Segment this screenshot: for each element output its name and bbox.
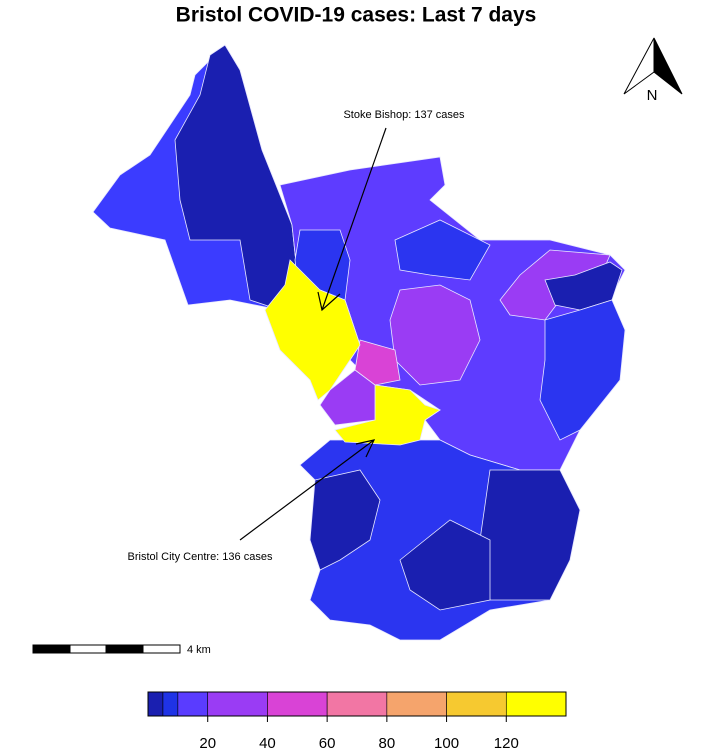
legend-bin bbox=[207, 691, 268, 717]
north-arrow-right bbox=[653, 37, 683, 95]
scale-label: 4 km bbox=[187, 644, 211, 656]
legend-tick-label: 60 bbox=[319, 735, 336, 752]
ward bbox=[174, 44, 301, 311]
scale-bar: 4 km bbox=[32, 644, 211, 656]
title: Bristol COVID-19 cases: Last 7 days bbox=[176, 4, 537, 27]
ward bbox=[544, 261, 623, 311]
annotation-arrow bbox=[239, 439, 375, 541]
ward bbox=[389, 284, 481, 386]
legend-bin bbox=[386, 691, 447, 717]
ward bbox=[539, 299, 626, 441]
arrow-head bbox=[317, 291, 341, 312]
legend: 20 40 60 80 100 120 bbox=[147, 691, 567, 752]
ward bbox=[309, 469, 381, 571]
scale-segment bbox=[32, 644, 71, 654]
arrows bbox=[239, 127, 387, 541]
legend-tick-label: 100 bbox=[434, 735, 459, 752]
legend-tick-label: 120 bbox=[494, 735, 519, 752]
ward bbox=[319, 369, 376, 426]
legend-tick-label: 80 bbox=[379, 735, 396, 752]
annotation: Stoke Bishop: 137 cases bbox=[343, 109, 465, 121]
legend-bin bbox=[162, 691, 179, 717]
legend-bin bbox=[505, 691, 567, 717]
ward bbox=[334, 384, 441, 446]
wards bbox=[92, 44, 626, 641]
legend-frame bbox=[147, 691, 567, 717]
annotation-arrow bbox=[321, 127, 387, 311]
north-arrow-left bbox=[623, 37, 655, 95]
ward bbox=[399, 519, 491, 611]
scale-segment bbox=[69, 644, 107, 654]
scale-segment bbox=[105, 644, 144, 654]
ward bbox=[394, 219, 491, 281]
scale-segment bbox=[142, 644, 181, 654]
legend-tick-label: 20 bbox=[199, 735, 216, 752]
legend-bin bbox=[446, 691, 507, 717]
legend-bin bbox=[326, 691, 388, 717]
legend-bin bbox=[147, 691, 164, 717]
ward bbox=[354, 339, 401, 386]
legend-tick-label: 40 bbox=[259, 735, 276, 752]
north-arrow: N bbox=[623, 37, 683, 104]
annotation: Bristol City Centre: 136 cases bbox=[128, 551, 273, 563]
ward bbox=[479, 469, 581, 601]
arrow-head bbox=[355, 439, 376, 458]
legend-bin bbox=[177, 691, 209, 717]
north-label: N bbox=[647, 87, 658, 104]
legend-bin bbox=[267, 691, 328, 717]
